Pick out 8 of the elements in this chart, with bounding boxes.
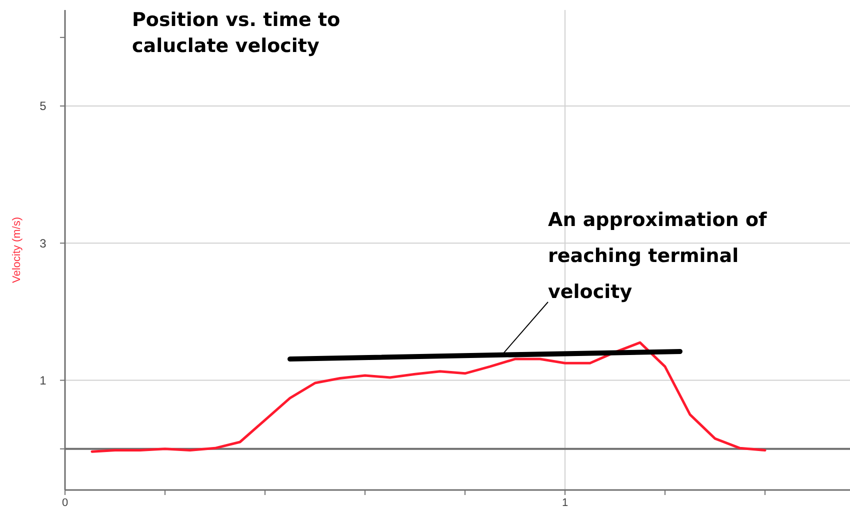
x-tick-label: 0 — [62, 497, 68, 508]
y-tick-label: 3 — [40, 236, 47, 250]
annotation: An approximation of reaching terminal velocity — [548, 209, 768, 303]
text: Position vs. time to caluclate velocity — [132, 9, 340, 57]
y-tick-label: 1 — [40, 373, 47, 388]
y-axis-title: Velocity (m/s) — [11, 216, 23, 284]
y-tick-label: 5 — [40, 99, 47, 114]
line-series — [90, 341, 766, 453]
